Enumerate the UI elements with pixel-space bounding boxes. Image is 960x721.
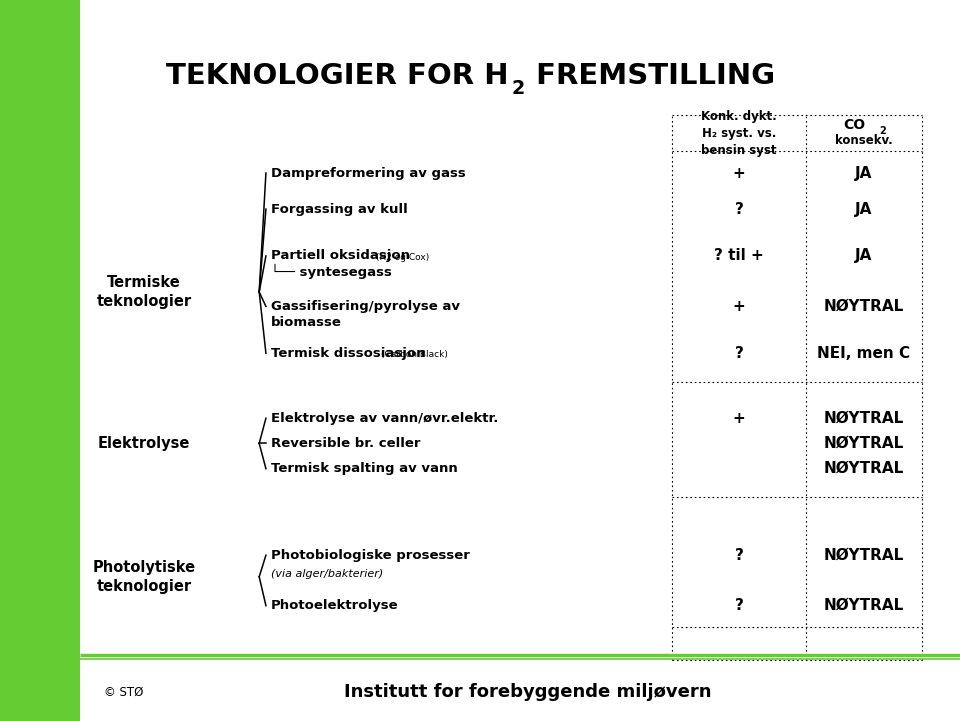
Text: Termiske
teknologier: Termiske teknologier [96,275,192,309]
Text: Dampreformering av gass: Dampreformering av gass [271,167,466,180]
Text: ?: ? [734,202,744,216]
Text: NØYTRAL: NØYTRAL [824,436,904,451]
Text: NØYTRAL: NØYTRAL [824,598,904,613]
Text: +: + [732,299,746,314]
Text: JA: JA [855,166,873,180]
Text: © STØ: © STØ [104,686,143,699]
Bar [0,0,80,721]
Text: (Carbon Black): (Carbon Black) [381,350,448,359]
Text: 2: 2 [512,79,525,98]
Text: ?: ? [734,598,744,613]
Text: Partiell oksidasjon: Partiell oksidasjon [271,249,410,262]
Text: FREMSTILLING: FREMSTILLING [526,62,776,89]
Text: 2: 2 [879,125,886,136]
Text: (H2 og Cox): (H2 og Cox) [375,253,429,262]
Text: ?: ? [734,346,744,360]
Text: TEKNOLOGIER FOR H: TEKNOLOGIER FOR H [166,62,509,89]
Text: ?: ? [734,548,744,562]
Text: Konk. dykt.
H₂ syst. vs.
bensin syst: Konk. dykt. H₂ syst. vs. bensin syst [702,110,777,157]
Text: Gassifisering/pyrolyse av: Gassifisering/pyrolyse av [271,300,460,313]
Text: konsekv.: konsekv. [835,134,893,147]
Text: JA: JA [855,249,873,263]
Text: Reversible br. celler: Reversible br. celler [271,437,420,450]
Text: +: + [732,166,746,180]
Text: CO: CO [843,118,866,132]
Text: Termisk spalting av vann: Termisk spalting av vann [271,462,458,475]
Text: NEI, men C: NEI, men C [817,346,911,360]
Text: Elektrolyse: Elektrolyse [98,436,190,451]
Text: NØYTRAL: NØYTRAL [824,411,904,425]
Text: Photoelektrolyse: Photoelektrolyse [271,599,398,612]
Text: +: + [732,411,746,425]
Text: Photolytiske
teknologier: Photolytiske teknologier [92,559,196,594]
Text: JA: JA [855,202,873,216]
Text: Elektrolyse av vann/øvr.elektr.: Elektrolyse av vann/øvr.elektr. [271,412,498,425]
Text: Termisk dissosiasjon: Termisk dissosiasjon [271,347,425,360]
Text: (via alger/bakterier): (via alger/bakterier) [271,569,383,579]
Text: Forgassing av kull: Forgassing av kull [271,203,407,216]
Text: biomasse: biomasse [271,316,342,329]
Text: NØYTRAL: NØYTRAL [824,299,904,314]
Text: └── syntesegass: └── syntesegass [271,264,392,280]
Text: NØYTRAL: NØYTRAL [824,461,904,476]
Text: Institutt for forebyggende miljøvern: Institutt for forebyggende miljøvern [345,684,711,701]
Text: NØYTRAL: NØYTRAL [824,548,904,562]
Text: ? til +: ? til + [714,249,764,263]
Text: Photobiologiske prosesser: Photobiologiske prosesser [271,549,469,562]
